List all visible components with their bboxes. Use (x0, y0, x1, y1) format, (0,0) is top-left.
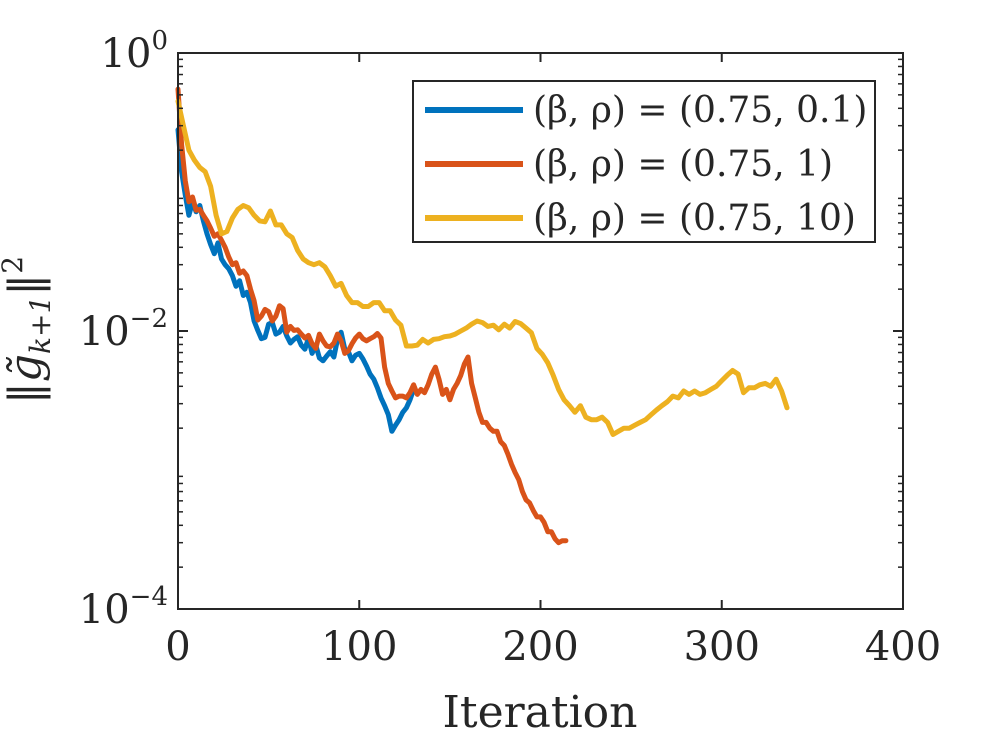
y-tick-base: 10 (79, 309, 130, 355)
x-tick-label: 0 (165, 624, 190, 670)
y-power: 2 (0, 256, 29, 274)
y-tick-label: 10−4 (79, 582, 168, 633)
x-tick-label: 200 (502, 624, 578, 670)
legend-label-3: (β, ρ) = (0.75, 10) (533, 198, 856, 239)
y-axis-title-text: ‖g̃k+1‖2 (0, 256, 57, 404)
legend: (β, ρ) = (0.75, 0.1) (β, ρ) = (0.75, 1) (β… (412, 80, 876, 243)
y-tick-exponent: 0 (151, 26, 168, 56)
series-line-1 (175, 127, 417, 434)
y-axis-title: ‖g̃k+1‖2 (0, 256, 57, 404)
x-tick-label: 400 (865, 624, 941, 670)
x-axis-title: Iteration (443, 687, 638, 738)
y-tick-label: 10−2 (79, 304, 168, 355)
x-tick-label: 100 (321, 624, 397, 670)
series-line-3 (175, 98, 790, 437)
x-tick-label: 300 (684, 624, 760, 670)
y-tick-label: 100 (101, 26, 168, 77)
y-norm-open: ‖ (0, 382, 51, 404)
legend-label-2: (β, ρ) = (0.75, 1) (533, 144, 833, 185)
y-tick-exponent: −4 (130, 582, 168, 612)
y-symbol: g̃ (0, 354, 51, 382)
y-tick-base: 10 (79, 587, 130, 633)
y-norm-close: ‖ (0, 274, 51, 296)
y-tick-exponent: −2 (130, 304, 168, 334)
series-line-2 (175, 86, 569, 546)
y-subscript: k+1 (24, 296, 57, 354)
plot-area (175, 86, 790, 546)
y-tick-base: 10 (101, 31, 152, 77)
legend-label-1: (β, ρ) = (0.75, 0.1) (533, 90, 867, 131)
